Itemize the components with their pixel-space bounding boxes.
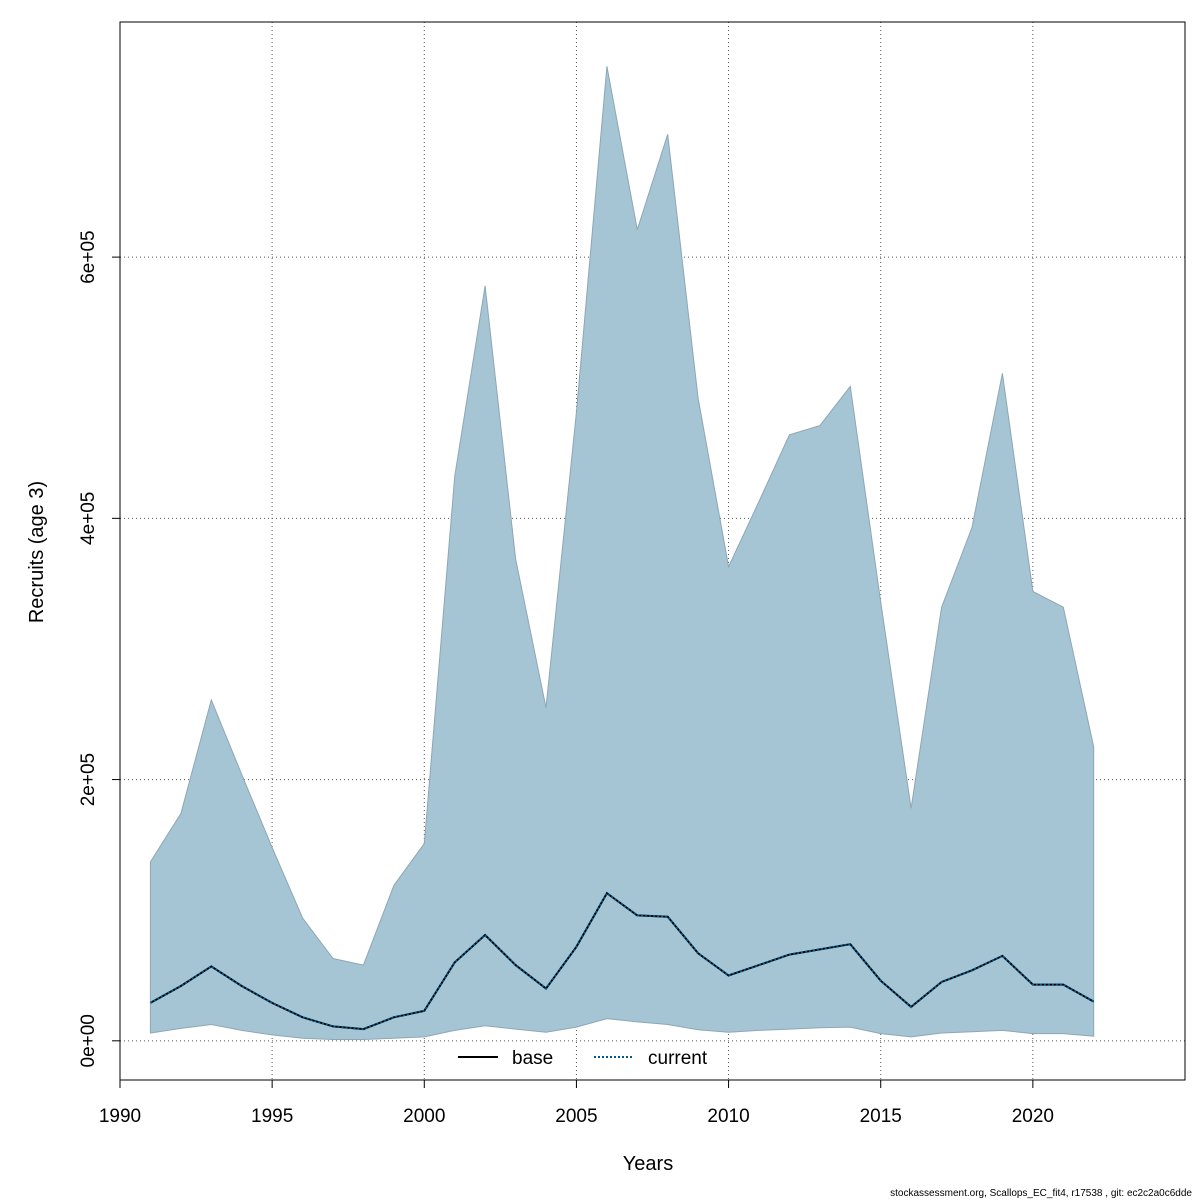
y-tick-label-400000: 4e+05 — [78, 492, 99, 545]
x-tick-label-2020: 2020 — [1012, 1106, 1054, 1127]
x-tick-label-2005: 2005 — [555, 1106, 597, 1127]
footer-credit: stockassessment.org, Scallops_EC_fit4, r… — [890, 1188, 1192, 1199]
confidence-band-layer — [149, 66, 1095, 1040]
y-tick-label-200000: 2e+05 — [78, 753, 99, 806]
legend-label-base: base — [512, 1048, 553, 1069]
series-lines-layer — [149, 891, 1095, 1031]
x-tick-label-1995: 1995 — [251, 1106, 293, 1127]
x-tick-label-2015: 2015 — [860, 1106, 902, 1127]
x-axis-title: Years — [623, 1153, 673, 1175]
y-tick-label-0: 0e+00 — [78, 1014, 99, 1067]
series-line-current — [149, 891, 1095, 1031]
y-axis-title: Recruits (age 3) — [26, 481, 48, 623]
y-axis: 0e+00 2e+05 4e+05 6e+05 — [78, 230, 121, 1067]
legend: base current — [458, 1048, 708, 1069]
x-axis: 1990 1995 2000 2005 2010 2015 2020 — [99, 1079, 1054, 1127]
x-tick-label-1990: 1990 — [99, 1106, 141, 1127]
x-tick-label-2010: 2010 — [707, 1106, 749, 1127]
legend-label-current: current — [648, 1048, 708, 1069]
x-tick-label-2000: 2000 — [403, 1106, 445, 1127]
confidence-band — [149, 66, 1095, 1040]
y-tick-label-600000: 6e+05 — [78, 230, 99, 283]
